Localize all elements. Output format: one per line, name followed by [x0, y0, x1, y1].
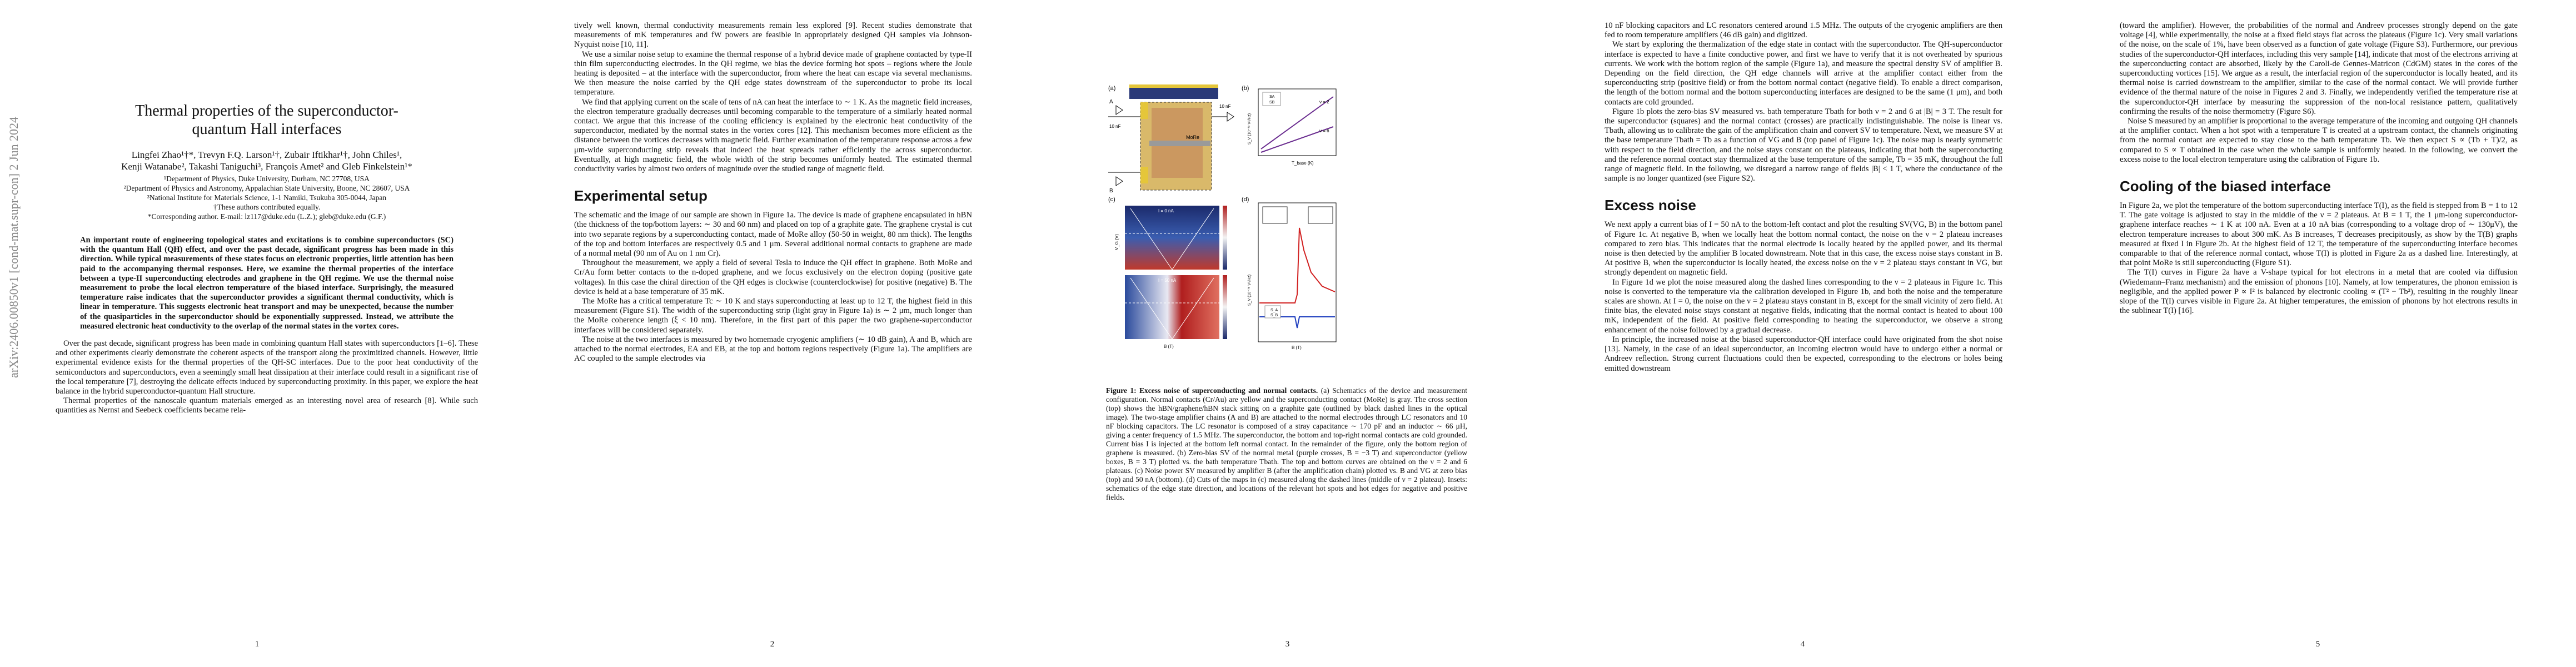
page-2: tively well known, thermal conductivity … — [515, 0, 1029, 667]
legend-sa-d: S_A — [1270, 308, 1278, 312]
page-number: 3 — [1285, 640, 1290, 649]
nu2-label: ν = 2 — [1319, 99, 1329, 104]
cap-label-right: 10 nF — [1219, 104, 1231, 109]
legend-sb: SB — [1269, 101, 1275, 104]
map-50na — [1125, 275, 1219, 339]
legend-sb-d: S_B — [1270, 313, 1278, 317]
equal-contribution-note: †These authors contributed equally. — [213, 203, 321, 211]
paragraph: tively well known, thermal conductivity … — [574, 21, 972, 49]
paragraph: Thermal properties of the nanoscale quan… — [56, 396, 478, 415]
nu6-label: ν = 6 — [1319, 128, 1329, 133]
section-heading: Experimental setup — [574, 187, 707, 205]
paragraph: Figure 1b plots the zero-bias SV measure… — [1605, 107, 2002, 183]
paragraph: (toward the amplifier). However, the pro… — [2120, 21, 2518, 116]
series-zero-bias — [1259, 316, 1335, 328]
paragraph: We start by exploring the thermalization… — [1605, 40, 2002, 107]
map-bottom-label: I = 50 nA — [1158, 278, 1177, 283]
panel-d-legend — [1264, 305, 1281, 318]
page-number: 4 — [1800, 640, 1805, 649]
corresponding-author: *Corresponding author. E-mail: lz117@duk… — [147, 212, 386, 221]
paragraph: Throughout the measurement, we apply a f… — [574, 258, 972, 296]
amplifier-b-icon — [1115, 176, 1123, 186]
figure-1: (a) MoRe A B 10 nF 10 nF (b) ν = 2 ν = 6… — [1108, 84, 1337, 350]
inset-positive-field — [1308, 206, 1333, 224]
paragraph: In Figure 2a, we plot the temperature of… — [2120, 201, 2518, 268]
paragraph: The MoRe has a critical temperature Tc ∼… — [574, 297, 972, 335]
series-biased — [1259, 227, 1336, 303]
cap-label: 10 nF — [1109, 124, 1121, 129]
caption-title: Figure 1: Excess noise of superconductin… — [1106, 386, 1318, 395]
contact-ea — [1140, 102, 1148, 119]
gate-stack — [1129, 88, 1218, 99]
amplifier-right-icon — [1227, 112, 1234, 122]
page-number: 5 — [2315, 640, 2320, 649]
panel-b-label: (b) — [1242, 85, 1249, 92]
top-contact-strip — [1129, 84, 1218, 88]
panel-b-legend — [1262, 92, 1281, 106]
page-4: 10 nF blocking capacitors and LC resonat… — [1546, 0, 2060, 667]
panel-c-label: (c) — [1108, 196, 1115, 203]
contact-eb — [1140, 167, 1148, 183]
amplifier-a-icon — [1115, 105, 1123, 115]
page-number: 2 — [770, 640, 775, 649]
paragraph: Noise S measured by an amplifier is prop… — [2120, 117, 2518, 164]
graphene-bottom-region — [1152, 146, 1203, 178]
affiliation-3: ³National Institute for Materials Scienc… — [147, 193, 387, 202]
panel-a-label: (a) — [1108, 85, 1115, 92]
panel-d-xlabel: B (T) — [1292, 345, 1302, 350]
series-nu2-line — [1260, 96, 1334, 150]
legend-sa: SA — [1269, 95, 1275, 99]
map-zero-bias — [1125, 206, 1219, 270]
paragraph: The T(I) curves in Figure 2a have a V-sh… — [2120, 268, 2518, 316]
figure-caption: Figure 1: Excess noise of superconductin… — [1106, 386, 1467, 502]
series-nu6-line — [1260, 126, 1334, 153]
panel-c-ylabel: V_G (V) — [1114, 234, 1119, 250]
amp-b-label: B — [1109, 188, 1113, 194]
paragraph: Over the past decade, significant progre… — [56, 339, 478, 396]
paragraph: 10 nF blocking capacitors and LC resonat… — [1605, 21, 2002, 40]
paragraph: The schematic and the image of our sampl… — [574, 211, 972, 258]
panel-d-ylabel: S_V (10⁻¹⁸ V²/Hz) — [1248, 275, 1252, 306]
page-3: (a) MoRe A B 10 nF 10 nF (b) ν = 2 ν = 6… — [1030, 0, 1544, 667]
affiliation-2: ²Department of Physics and Astronomy, Ap… — [123, 184, 410, 192]
panel-c-xlabel: B (T) — [1164, 344, 1174, 349]
section-heading: Cooling of the biased interface — [2120, 178, 2331, 195]
paragraph: We use a similar noise setup to examine … — [574, 49, 972, 97]
inset-negative-field — [1262, 206, 1288, 224]
paragraph: We find that applying current on the sca… — [574, 97, 972, 174]
superconductor-strip — [1149, 141, 1210, 146]
authors-line-2: Kenji Watanabe², Takashi Taniguchi³, Fra… — [121, 161, 412, 172]
colorbar-bottom — [1223, 275, 1227, 339]
paper-title: Thermal properties of the superconductor… — [135, 102, 398, 138]
authors-line-1: Lingfei Zhao¹†*, Trevyn F.Q. Larson¹†, Z… — [131, 150, 402, 160]
page-number: 1 — [255, 640, 260, 649]
abstract: An important route of engineering topolo… — [80, 236, 454, 331]
panel-d-plot: S_A S_B B (T) S_V (10⁻¹⁸ V²/Hz) — [1248, 202, 1337, 350]
paragraph: We next apply a current bias of I = 50 n… — [1605, 220, 2002, 277]
amp-a-label: A — [1109, 99, 1113, 105]
panel-d-label: (d) — [1242, 196, 1249, 203]
paragraph: In principle, the increased noise at the… — [1605, 335, 2002, 373]
paragraph: In Figure 1d we plot the noise measured … — [1605, 277, 2002, 335]
panel-b-xlabel: T_base (K) — [1292, 161, 1314, 166]
arxiv-stamp: arXiv:2406.00850v1 [cond-mat.supr-con] 2… — [7, 116, 21, 378]
caption-body: (a) Schematics of the device and measure… — [1106, 386, 1467, 501]
map-top-label: I = 0 nA — [1158, 208, 1174, 213]
section-heading: Excess noise — [1605, 197, 1696, 214]
graphene-top-region — [1152, 108, 1203, 141]
page-5: (toward the amplifier). However, the pro… — [2061, 0, 2575, 667]
affiliation-1: ¹Department of Physics, Duke University,… — [164, 175, 370, 183]
panel-b-plot: ν = 2 ν = 6 SA SB T_base (K) S_V (10⁻¹⁹ … — [1248, 88, 1337, 166]
paragraph: The noise at the two interfaces is measu… — [574, 335, 972, 364]
panel-b-ylabel: S_V (10⁻¹⁹ V²/Hz) — [1248, 113, 1252, 145]
more-label: MoRe — [1186, 135, 1199, 140]
page-1: arXiv:2406.00850v1 [cond-mat.supr-con] 2… — [0, 0, 514, 667]
colorbar-top — [1223, 206, 1227, 270]
